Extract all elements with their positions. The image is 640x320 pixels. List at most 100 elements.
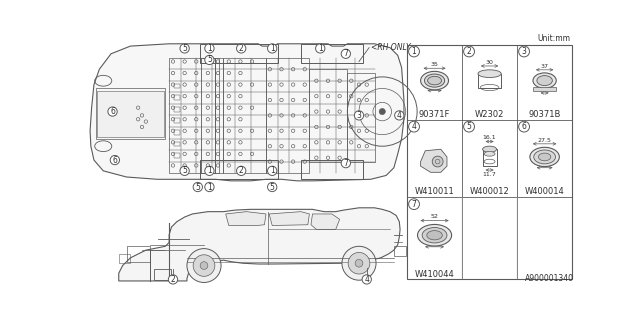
Circle shape bbox=[355, 260, 363, 267]
Bar bbox=[483, 149, 497, 166]
Text: 90371F: 90371F bbox=[419, 110, 451, 119]
Text: Unit:mm: Unit:mm bbox=[538, 34, 571, 43]
Text: <RH ONLY>: <RH ONLY> bbox=[371, 43, 417, 52]
Polygon shape bbox=[311, 214, 340, 229]
Ellipse shape bbox=[534, 150, 556, 164]
Circle shape bbox=[518, 121, 529, 132]
Circle shape bbox=[341, 49, 351, 59]
Text: 5: 5 bbox=[207, 55, 212, 64]
Bar bbox=[174, 130, 180, 135]
Bar bbox=[201, 58, 215, 173]
Circle shape bbox=[463, 46, 474, 57]
Text: A900001340: A900001340 bbox=[525, 274, 573, 283]
Ellipse shape bbox=[483, 146, 497, 152]
Polygon shape bbox=[90, 44, 404, 181]
Bar bbox=[200, 44, 278, 63]
Circle shape bbox=[395, 111, 404, 120]
Text: 1: 1 bbox=[270, 166, 275, 175]
Bar bbox=[533, 87, 556, 92]
Polygon shape bbox=[226, 212, 266, 226]
Circle shape bbox=[408, 46, 419, 57]
Text: 3: 3 bbox=[522, 47, 527, 56]
Ellipse shape bbox=[533, 73, 556, 88]
Circle shape bbox=[432, 156, 443, 167]
Circle shape bbox=[187, 249, 221, 283]
Text: 4: 4 bbox=[364, 275, 369, 284]
Bar bbox=[174, 118, 180, 123]
Bar bbox=[266, 58, 308, 173]
Circle shape bbox=[268, 44, 277, 53]
Bar bbox=[174, 141, 180, 146]
Circle shape bbox=[342, 246, 376, 280]
Ellipse shape bbox=[478, 70, 501, 77]
Circle shape bbox=[408, 121, 419, 132]
Text: 4: 4 bbox=[412, 122, 417, 131]
Bar bbox=[154, 269, 171, 280]
Text: 22: 22 bbox=[541, 87, 548, 92]
Polygon shape bbox=[420, 149, 447, 172]
Polygon shape bbox=[119, 208, 400, 281]
Ellipse shape bbox=[428, 76, 442, 85]
Text: 35: 35 bbox=[431, 62, 438, 67]
Bar bbox=[169, 58, 223, 173]
Circle shape bbox=[379, 108, 385, 115]
Text: 5: 5 bbox=[182, 166, 187, 175]
Bar bbox=[127, 246, 150, 262]
Text: 1: 1 bbox=[207, 44, 212, 53]
Ellipse shape bbox=[420, 71, 449, 90]
Text: W2302: W2302 bbox=[475, 110, 504, 119]
Text: W410044: W410044 bbox=[415, 269, 454, 278]
Text: 4: 4 bbox=[397, 111, 402, 120]
Circle shape bbox=[200, 262, 208, 269]
Text: 6: 6 bbox=[522, 122, 527, 131]
Text: W400012: W400012 bbox=[470, 187, 509, 196]
Bar bbox=[174, 95, 180, 100]
Text: 5: 5 bbox=[270, 182, 275, 191]
Circle shape bbox=[193, 182, 202, 192]
Circle shape bbox=[237, 166, 246, 175]
Bar bbox=[174, 84, 180, 88]
Text: 2: 2 bbox=[171, 275, 175, 284]
Text: 7: 7 bbox=[344, 49, 348, 58]
Circle shape bbox=[180, 44, 189, 53]
Polygon shape bbox=[269, 212, 309, 226]
Circle shape bbox=[205, 166, 214, 175]
Circle shape bbox=[341, 158, 351, 168]
Text: 2: 2 bbox=[239, 44, 244, 53]
Bar bbox=[308, 69, 348, 162]
Circle shape bbox=[316, 44, 325, 53]
Bar bbox=[348, 73, 374, 162]
Text: 6: 6 bbox=[110, 107, 115, 116]
Bar bbox=[301, 44, 363, 63]
Text: 90371B: 90371B bbox=[529, 110, 561, 119]
Text: W410011: W410011 bbox=[415, 187, 454, 196]
Circle shape bbox=[237, 44, 246, 53]
Circle shape bbox=[168, 275, 178, 284]
Text: 3: 3 bbox=[356, 111, 362, 120]
Bar bbox=[174, 153, 180, 158]
Circle shape bbox=[408, 199, 419, 210]
Text: 5: 5 bbox=[182, 44, 187, 53]
Circle shape bbox=[268, 182, 277, 192]
Text: 27.5: 27.5 bbox=[538, 138, 552, 143]
Text: W400014: W400014 bbox=[525, 187, 564, 196]
Text: 5: 5 bbox=[467, 122, 472, 131]
Text: 52: 52 bbox=[431, 214, 438, 220]
Text: 7: 7 bbox=[344, 159, 348, 168]
Ellipse shape bbox=[424, 74, 445, 87]
Ellipse shape bbox=[427, 231, 442, 240]
Ellipse shape bbox=[422, 228, 447, 243]
Text: 16.1: 16.1 bbox=[483, 135, 497, 140]
Bar bbox=[223, 58, 266, 173]
Text: 37: 37 bbox=[541, 64, 548, 69]
Text: 6: 6 bbox=[113, 156, 117, 164]
Ellipse shape bbox=[417, 224, 452, 246]
Ellipse shape bbox=[530, 147, 559, 166]
Text: 1: 1 bbox=[207, 182, 212, 191]
Circle shape bbox=[463, 121, 474, 132]
Ellipse shape bbox=[538, 153, 551, 161]
Ellipse shape bbox=[537, 76, 552, 86]
Circle shape bbox=[355, 111, 364, 120]
Text: 30: 30 bbox=[486, 60, 493, 65]
Bar bbox=[97, 91, 164, 137]
